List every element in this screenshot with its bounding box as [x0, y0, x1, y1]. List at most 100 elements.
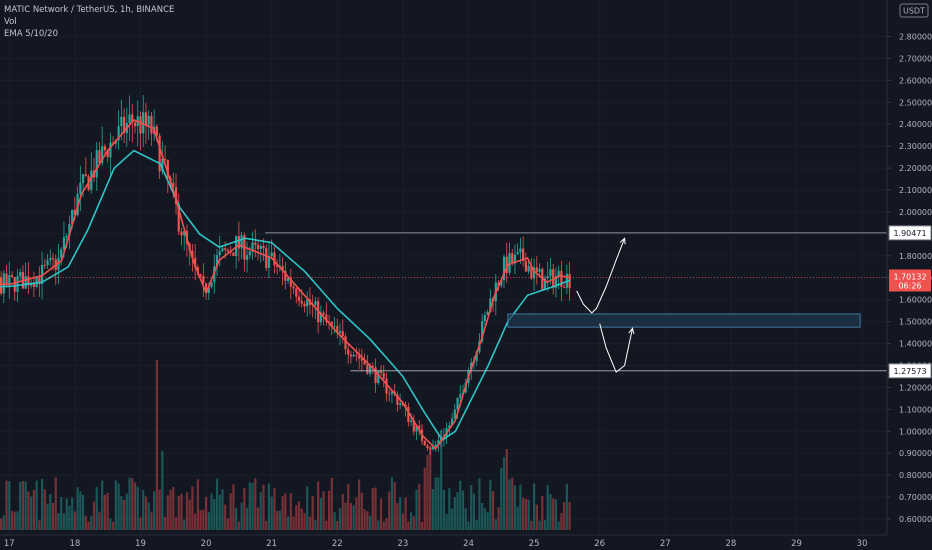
time-tick-label: 17 — [4, 539, 15, 549]
volume-bar — [538, 520, 541, 530]
candle-body — [131, 114, 134, 123]
candle-body — [511, 253, 514, 264]
volume-bar — [136, 486, 139, 530]
candle-body — [314, 301, 317, 306]
projection-arrowhead — [628, 327, 635, 335]
volume-bar — [330, 477, 333, 530]
price-tick-label: 2.20000 — [899, 164, 932, 173]
volume-bar — [43, 489, 46, 530]
price-tick-label: 1.20000 — [899, 383, 932, 392]
volume-bar — [511, 477, 514, 530]
current-price-badge — [889, 269, 931, 292]
volume-bar — [508, 479, 511, 530]
volume-bar — [180, 493, 183, 530]
volume-bar — [51, 502, 55, 530]
currency-badge — [899, 3, 929, 18]
time-tick-label: 23 — [397, 539, 408, 549]
volume-bar — [317, 481, 320, 530]
volume-bar — [8, 481, 11, 530]
candle-body — [431, 446, 435, 450]
candle-body — [423, 440, 426, 446]
volume-bar — [158, 489, 161, 530]
volume-bar — [237, 521, 240, 530]
volume-bar — [215, 478, 219, 530]
candle-body — [412, 420, 415, 432]
time-tick-label: 25 — [529, 539, 540, 549]
candle-body — [73, 209, 76, 216]
volume-bar — [527, 499, 530, 530]
volume-bar — [429, 446, 432, 530]
volume-bar — [281, 496, 284, 530]
legend-ema[interactable]: EMA 5/10/20 — [4, 29, 58, 39]
legend-symbol[interactable]: MATIC Network / TetherUS, 1h, BINANCE — [4, 5, 175, 15]
candle-body — [322, 312, 325, 315]
candle-body — [385, 378, 388, 394]
volume-bar — [448, 488, 451, 530]
volume-bar — [535, 504, 538, 530]
candle-body — [538, 268, 541, 272]
time-tick-label: 26 — [594, 539, 605, 549]
time-tick-label: 22 — [332, 539, 343, 549]
volume-bar — [60, 496, 63, 530]
candle-body — [543, 278, 547, 290]
candle-body — [297, 296, 301, 301]
volume-bar — [505, 448, 508, 530]
volume-bar — [251, 482, 254, 530]
candle-body — [319, 312, 322, 323]
volume-bar — [483, 508, 486, 530]
candle-body — [306, 299, 309, 307]
candle-body — [360, 358, 363, 361]
volume-bar — [541, 496, 544, 530]
legend-volume[interactable]: Vol — [4, 17, 17, 27]
candle-body — [541, 268, 544, 290]
volume-bar — [98, 511, 101, 530]
volume-bar — [560, 512, 563, 530]
key-level-label: 1.27573 — [893, 367, 926, 376]
volume-bar — [71, 497, 74, 530]
volume-bar — [530, 520, 533, 530]
volume-bar — [366, 511, 369, 530]
candle-body — [19, 272, 22, 277]
candle-body — [368, 365, 372, 374]
candle-body — [300, 300, 303, 304]
currency-badge-label: USDT — [903, 7, 925, 16]
volume-bar — [256, 507, 260, 530]
volume-bar — [248, 482, 251, 530]
candle-body — [40, 265, 44, 284]
volume-bar — [207, 511, 210, 530]
candle-body — [295, 288, 298, 297]
candle-body — [273, 252, 276, 266]
price-tick-label: 1.60000 — [899, 296, 932, 305]
time-tick-label: 29 — [791, 539, 802, 549]
volume-bar — [524, 498, 527, 530]
key-level-label: 1.90471 — [893, 229, 926, 238]
candle-body — [95, 150, 98, 178]
volume-bar — [338, 508, 342, 530]
price-tick-label: 1.80000 — [899, 252, 932, 261]
volume-bar — [379, 498, 383, 530]
candle-body — [147, 115, 150, 126]
volume-bar — [38, 520, 41, 530]
volume-bar — [243, 488, 246, 530]
volume-bar — [371, 487, 374, 530]
volume-bar — [516, 506, 519, 530]
candle-body — [418, 425, 421, 430]
volume-bar — [409, 512, 413, 530]
volume-bar — [347, 484, 350, 530]
candle-body — [226, 249, 230, 252]
candle-body — [210, 282, 213, 288]
candle-body — [508, 253, 511, 273]
volume-bar — [125, 493, 128, 530]
projection-path — [599, 323, 633, 373]
volume-bar — [13, 511, 16, 530]
time-axis[interactable]: 17 18 19 20 21 22 23 24 25 26 27 28 29 30 — [4, 539, 868, 549]
candle-body — [79, 182, 82, 194]
price-tick-label: 2.70000 — [899, 54, 932, 63]
candle-body — [371, 365, 374, 368]
candle-body — [560, 270, 563, 287]
candle-body — [218, 251, 221, 256]
projection-drawings — [507, 237, 861, 373]
volume-bar — [232, 484, 235, 530]
candle-body — [325, 314, 328, 322]
